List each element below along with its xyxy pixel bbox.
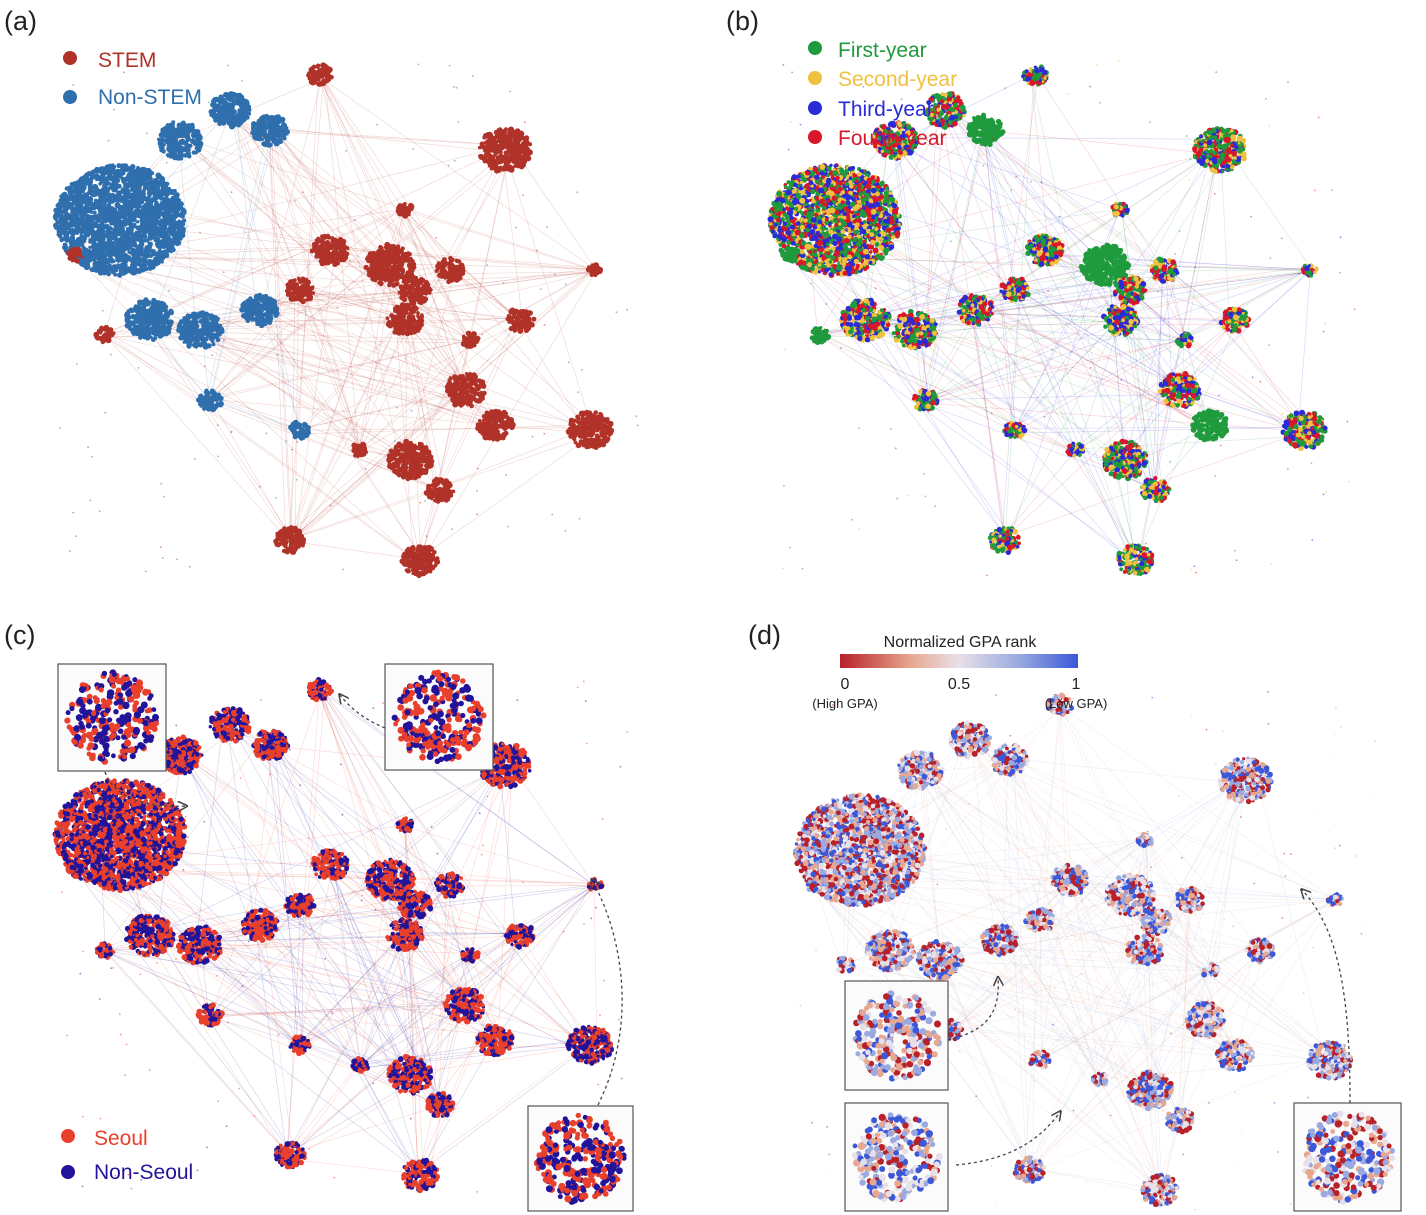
node-cluster — [1281, 410, 1328, 451]
node-cluster — [1192, 126, 1247, 174]
panel-b: (b) First-year Second-year Third-year Fo… — [726, 6, 1355, 576]
node-cluster — [506, 308, 537, 334]
node-cluster — [1116, 543, 1155, 576]
node-cluster — [351, 442, 368, 458]
legend-label-second-year: Second-year — [838, 68, 957, 91]
node-cluster — [1174, 886, 1205, 914]
node-cluster — [288, 420, 311, 441]
panel-a: (a) STEM Non-STEM — [4, 6, 639, 578]
legend-marker-stem — [63, 51, 77, 65]
node-cluster — [865, 929, 916, 972]
node-cluster — [565, 1025, 614, 1066]
legend-marker-non-seoul — [61, 1165, 75, 1179]
inset-zoom-top — [385, 664, 493, 770]
node-cluster — [307, 677, 334, 702]
node-cluster — [1126, 1069, 1174, 1111]
legend-label-non-seoul: Non-Seoul — [94, 1161, 193, 1184]
legend-marker-third-year — [808, 101, 822, 115]
gpa-colorbar: Normalized GPA rank 0 0.5 1 (High GPA) (… — [812, 634, 1107, 711]
inset-zoom-bottom — [528, 1106, 633, 1211]
node-cluster — [311, 848, 350, 881]
panel-c: (c) Seoul Non-Seoul — [4, 620, 633, 1211]
node-cluster — [1140, 1173, 1179, 1207]
legend-label-fourth-year: Fourth-year — [838, 127, 947, 150]
colorbar-tick-0: 0 — [841, 676, 850, 693]
legend-label-stem: STEM — [98, 49, 156, 72]
node-cluster — [991, 743, 1030, 777]
node-cluster — [949, 721, 992, 760]
panel-c-label: (c) — [4, 620, 35, 650]
node-cluster — [1013, 1155, 1046, 1184]
node-cluster — [1102, 439, 1148, 482]
colorbar-tick-1: 1 — [1072, 676, 1081, 693]
legend-marker-seoul — [61, 1129, 75, 1143]
node-cluster — [836, 956, 856, 974]
node-cluster — [566, 410, 614, 450]
colorbar-tick-0-5: 0.5 — [948, 676, 970, 693]
node-cluster — [1150, 257, 1180, 284]
node-cluster — [587, 877, 605, 892]
panel-d: (d) Normalized GPA rank 0 0.5 1 (High GP… — [748, 620, 1401, 1211]
legend-label-first-year: First-year — [838, 39, 927, 62]
colorbar-gradient — [840, 654, 1078, 668]
node-cluster — [424, 477, 456, 504]
node-cluster — [839, 298, 892, 343]
node-cluster — [157, 120, 203, 160]
node-cluster — [1245, 937, 1276, 964]
node-cluster — [957, 293, 995, 327]
node-cluster — [916, 939, 965, 981]
node-cluster — [124, 297, 174, 342]
node-cluster — [1301, 263, 1319, 277]
node-cluster — [273, 525, 306, 555]
node-cluster — [1065, 442, 1085, 458]
node-cluster — [1135, 832, 1154, 848]
legend-label-seoul: Seoul — [94, 1127, 148, 1150]
node-cluster — [988, 526, 1021, 555]
inset-arrow-top — [340, 695, 385, 728]
node-cluster — [966, 113, 1005, 147]
node-cluster — [1023, 907, 1055, 932]
panel-a-label: (a) — [4, 6, 37, 36]
node-cluster — [1306, 1040, 1354, 1081]
legend-label-non-stem: Non-STEM — [98, 86, 202, 109]
panel-a-network — [53, 62, 639, 578]
inset-zoom-upper-left — [845, 981, 948, 1090]
panel-c-legend: Seoul Non-Seoul — [61, 1127, 193, 1184]
node-cluster — [1002, 421, 1027, 439]
legend-label-third-year: Third-year — [838, 98, 934, 121]
legend-marker-second-year — [808, 71, 822, 85]
inset-zoom-left — [58, 664, 166, 771]
colorbar-title: Normalized GPA rank — [884, 634, 1038, 651]
legend-marker-first-year — [808, 41, 822, 55]
legend-marker-non-stem — [63, 90, 77, 104]
node-cluster — [1165, 1107, 1194, 1135]
legend-marker-fourth-year — [808, 130, 822, 144]
inset-zoom-lower-left — [845, 1103, 948, 1211]
panel-a-legend: STEM Non-STEM — [63, 49, 202, 109]
node-cluster — [1217, 757, 1273, 805]
node-cluster — [209, 706, 252, 744]
node-cluster — [478, 127, 533, 174]
node-cluster — [810, 326, 831, 345]
inset-zoom-right — [1294, 1103, 1401, 1211]
node-cluster — [475, 1024, 515, 1058]
node-cluster — [401, 1158, 440, 1194]
node-cluster — [425, 1091, 455, 1118]
node-cluster — [400, 544, 441, 578]
panel-b-label: (b) — [726, 6, 759, 36]
node-cluster — [95, 941, 116, 960]
node-cluster — [504, 923, 536, 950]
colorbar-low-end-label: (High GPA) — [812, 696, 878, 711]
node-cluster — [445, 372, 487, 408]
node-cluster — [306, 62, 334, 86]
node-cluster — [196, 1002, 225, 1027]
panel-d-label: (d) — [748, 620, 781, 650]
node-cluster — [1091, 1072, 1109, 1088]
colorbar-high-end-label: (Low GPA) — [1045, 696, 1108, 711]
node-cluster — [124, 914, 176, 958]
node-cluster — [1021, 64, 1049, 86]
inset-arrow-bottom — [592, 880, 622, 1105]
node-cluster — [1110, 202, 1130, 218]
